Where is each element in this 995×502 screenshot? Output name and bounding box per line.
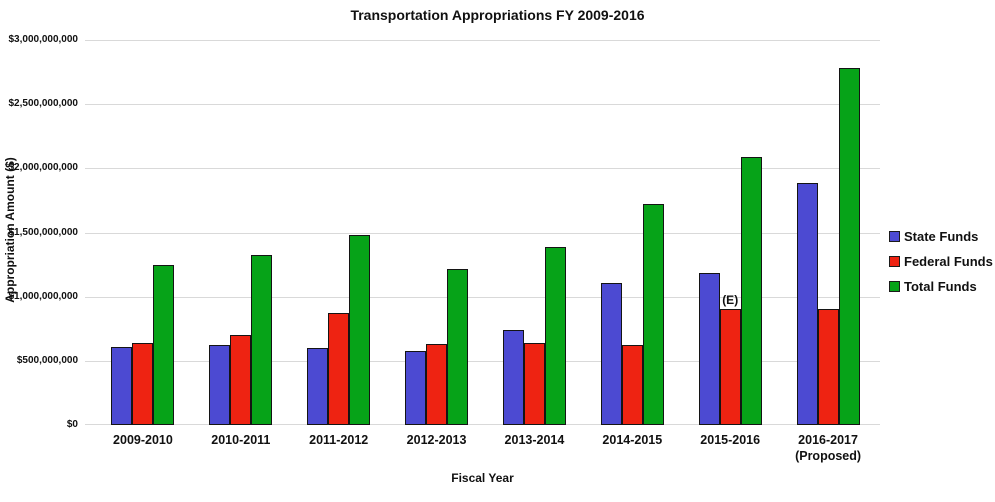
bar-state-funds-2009-2010 [111,347,133,425]
bar-groups: (E) [94,40,877,425]
y-tick-label: $2,500,000,000 [8,98,78,109]
bar-state-funds-2012-2013 [405,351,427,425]
bar-federal-funds-2012-2013 [426,344,448,425]
x-axis-title: Fiscal Year [451,471,514,485]
legend-label: Federal Funds [904,254,993,269]
legend: State Funds Federal Funds Total Funds [889,229,993,304]
bar-group-2016-2017 [779,40,877,425]
bar-state-funds-2010-2011 [209,345,231,425]
plot-area: (E) [85,40,880,425]
bar-group-2011-2012 [290,40,388,425]
bar-federal-funds-2011-2012 [328,313,350,425]
gridline [85,168,880,169]
y-tick-label: $2,000,000,000 [8,162,78,173]
x-axis-label-2011-2012: 2011-2012 [309,433,369,447]
chart-title: Transportation Appropriations FY 2009-20… [350,7,645,23]
bar-total-funds-2010-2011 [251,255,273,425]
x-axis-label-2014-2015: 2014-2015 [602,433,663,447]
bar-group-2015-2016: (E) [681,40,779,425]
bar-state-funds-2014-2015 [600,283,622,425]
bar-group-2013-2014 [486,40,584,425]
y-tick-label: $1,500,000,000 [8,227,78,238]
x-axis-label-2013-2014: 2013-2014 [504,433,565,447]
estimate-annotation: (E) [722,293,739,307]
gridline [85,40,880,41]
bar-federal-funds-2014-2015 [621,345,643,425]
bar-total-funds-2014-2015 [642,204,664,425]
x-axis-labels: 2009-2010 2010-2011 2011-2012 2012-2013 2013… [94,432,877,464]
legend-item-total-funds: Total Funds [889,279,993,294]
gridline [85,424,880,425]
legend-swatch-icon [889,281,900,292]
x-axis-label-2012-2013: 2012-2013 [406,433,467,447]
x-axis-label-2009-2010: 2009-2010 [113,433,173,447]
legend-item-state-funds: State Funds [889,229,993,244]
bar-group-2009-2010 [94,40,192,425]
y-axis-tick-labels: $3,000,000,000 $2,500,000,000 $2,000,000,0… [0,34,78,430]
bar-federal-funds-2013-2014 [523,343,545,425]
bar-total-funds-2011-2012 [349,235,371,425]
bar-federal-funds-2016-2017 [817,309,839,425]
y-tick-label: $500,000,000 [16,355,78,366]
y-tick-label: $3,000,000,000 [8,34,78,45]
bar-state-funds-2015-2016 [698,273,720,425]
bar-state-funds-2011-2012 [307,348,329,425]
bar-state-funds-2016-2017 [796,183,818,425]
legend-label: State Funds [904,229,979,244]
x-axis-label-2010-2011: 2010-2011 [211,433,271,447]
bar-total-funds-2013-2014 [544,247,566,425]
bar-federal-funds-2015-2016 [719,309,741,425]
x-axis-label-2015-2016: 2015-2016 [700,433,761,447]
y-tick-label: $1,000,000,000 [8,291,78,302]
x-axis-label-2016-2017: 2016-2017 (Proposed) [795,433,862,463]
bar-group-2012-2013 [388,40,486,425]
bar-total-funds-2015-2016 [740,157,762,425]
bar-group-2010-2011 [192,40,290,425]
gridline [85,233,880,234]
legend-swatch-icon [889,256,900,267]
bar-state-funds-2013-2014 [502,330,524,425]
gridline [85,361,880,362]
gridline [85,297,880,298]
bar-total-funds-2012-2013 [447,269,469,425]
legend-item-federal-funds: Federal Funds [889,254,993,269]
legend-swatch-icon [889,231,900,242]
bar-federal-funds-2010-2011 [230,335,252,425]
bar-federal-funds-2009-2010 [132,343,154,425]
y-tick-label: $0 [66,419,78,430]
legend-label: Total Funds [904,279,977,294]
gridline [85,104,880,105]
bar-total-funds-2009-2010 [153,265,175,425]
bar-group-2014-2015 [583,40,681,425]
bar-total-funds-2016-2017 [838,68,860,425]
